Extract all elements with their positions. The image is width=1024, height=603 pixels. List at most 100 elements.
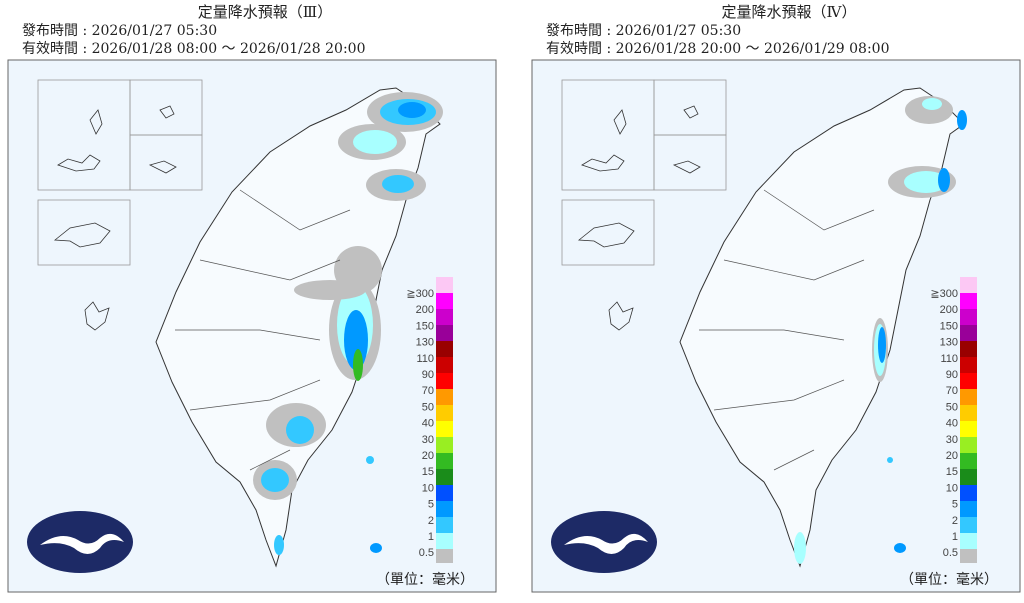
- issue-time: 發布時間 : 2026/01/27 05:30: [546, 23, 741, 39]
- panel: 定量降水預報（Ⅲ） 發布時間 : 2026/01/27 05:30 有效時間 : 2…: [7, 3, 497, 593]
- valid-time: 有效時間 : 2026/01/28 20:00 ～ 2026/01/29 08:…: [546, 41, 890, 57]
- legend-swatch: [960, 341, 977, 357]
- logo-swirl: [564, 533, 648, 554]
- legend-swatch: [436, 517, 453, 533]
- rain-area: [353, 349, 363, 381]
- legend-label: 110: [416, 353, 434, 365]
- legend-swatch: [436, 501, 453, 517]
- legend-swatch: [960, 437, 977, 453]
- rain-area: [370, 543, 382, 553]
- legend-label: 130: [416, 337, 434, 349]
- legend-label: 10: [422, 482, 434, 494]
- legend-swatch: [960, 357, 977, 373]
- map-title: 定量降水預報（Ⅲ）: [198, 3, 332, 21]
- legend-label: 150: [416, 320, 434, 332]
- rain-area: [261, 468, 289, 492]
- rain-area: [794, 532, 806, 564]
- rain-area: [366, 456, 374, 464]
- rain-area: [353, 130, 397, 154]
- island: [84, 301, 110, 331]
- island: [53, 222, 111, 248]
- legend-swatch: [436, 357, 453, 373]
- legend-swatch: [436, 277, 453, 293]
- rain-area: [904, 171, 948, 193]
- taiwan: [155, 87, 441, 568]
- legend-label: 1: [428, 531, 434, 543]
- legend-swatch: [436, 453, 453, 469]
- legend-swatch: [960, 325, 977, 341]
- legend-label: 20: [946, 450, 958, 462]
- inset-box: [653, 134, 727, 191]
- legend-swatch: [960, 309, 977, 325]
- rain-area: [878, 327, 886, 363]
- legend-swatch: [960, 293, 977, 309]
- island: [581, 109, 627, 172]
- legend-label: 90: [422, 369, 434, 381]
- rain-area: [286, 416, 314, 444]
- inset-box: [561, 199, 655, 266]
- legend-swatch: [436, 309, 453, 325]
- legend-label: ≧300: [930, 288, 958, 300]
- legend-swatch: [960, 517, 977, 533]
- island: [148, 105, 177, 174]
- legend-label: 2: [952, 515, 958, 527]
- legend-label: 70: [946, 385, 958, 397]
- legend-swatch: [436, 485, 453, 501]
- legend-label: 15: [422, 466, 434, 478]
- rain-area: [894, 543, 906, 553]
- legend-swatch: [960, 469, 977, 485]
- unit-label: （單位：毫米）: [376, 571, 474, 588]
- legend-swatch: [436, 549, 453, 563]
- rain-area: [294, 280, 366, 300]
- legend-swatch: [436, 389, 453, 405]
- legend-label: 110: [940, 353, 958, 365]
- legend-swatch: [436, 293, 453, 309]
- legend-label: 20: [422, 450, 434, 462]
- legend-swatch: [960, 277, 977, 293]
- legend-swatch: [436, 533, 453, 549]
- rain-area: [382, 175, 414, 193]
- legend-swatch: [960, 533, 977, 549]
- legend-label: 0.5: [943, 547, 958, 559]
- county-lines: [175, 189, 351, 471]
- island: [57, 109, 103, 172]
- island: [608, 301, 634, 331]
- legend-label: 150: [940, 320, 958, 332]
- legend-swatch: [436, 421, 453, 437]
- county-lines: [699, 189, 875, 471]
- legend-label: 40: [946, 418, 958, 430]
- legend-swatch: [436, 469, 453, 485]
- legend-label: 90: [946, 369, 958, 381]
- legend-swatch: [960, 373, 977, 389]
- legend-label: 130: [940, 337, 958, 349]
- legend-swatch: [436, 405, 453, 421]
- legend-label: 50: [422, 401, 434, 413]
- legend-label: 1: [952, 531, 958, 543]
- inset-box: [129, 134, 203, 191]
- rain-area: [922, 98, 942, 110]
- legend-label: 40: [422, 418, 434, 430]
- legend-swatch: [960, 549, 977, 563]
- taiwan: [679, 87, 965, 568]
- island: [577, 222, 635, 248]
- inset-box: [37, 199, 131, 266]
- legend-label: 10: [946, 482, 958, 494]
- legend-swatch: [436, 437, 453, 453]
- rain-area: [957, 110, 967, 130]
- legend-swatch: [960, 405, 977, 421]
- logo-swirl: [40, 533, 124, 554]
- legend-label: 200: [940, 304, 958, 316]
- legend-label: 2: [428, 515, 434, 527]
- legend-label: 0.5: [419, 547, 434, 559]
- legend-label: 5: [952, 499, 958, 511]
- map-title: 定量降水預報（Ⅳ）: [722, 3, 857, 21]
- rain-area: [887, 457, 893, 463]
- rain-area: [274, 535, 284, 555]
- legend-swatch: [436, 325, 453, 341]
- legend-swatch: [436, 373, 453, 389]
- island: [672, 105, 701, 174]
- issue-time: 發布時間 : 2026/01/27 05:30: [22, 23, 217, 39]
- legend-label: 30: [946, 434, 958, 446]
- legend-label: 70: [422, 385, 434, 397]
